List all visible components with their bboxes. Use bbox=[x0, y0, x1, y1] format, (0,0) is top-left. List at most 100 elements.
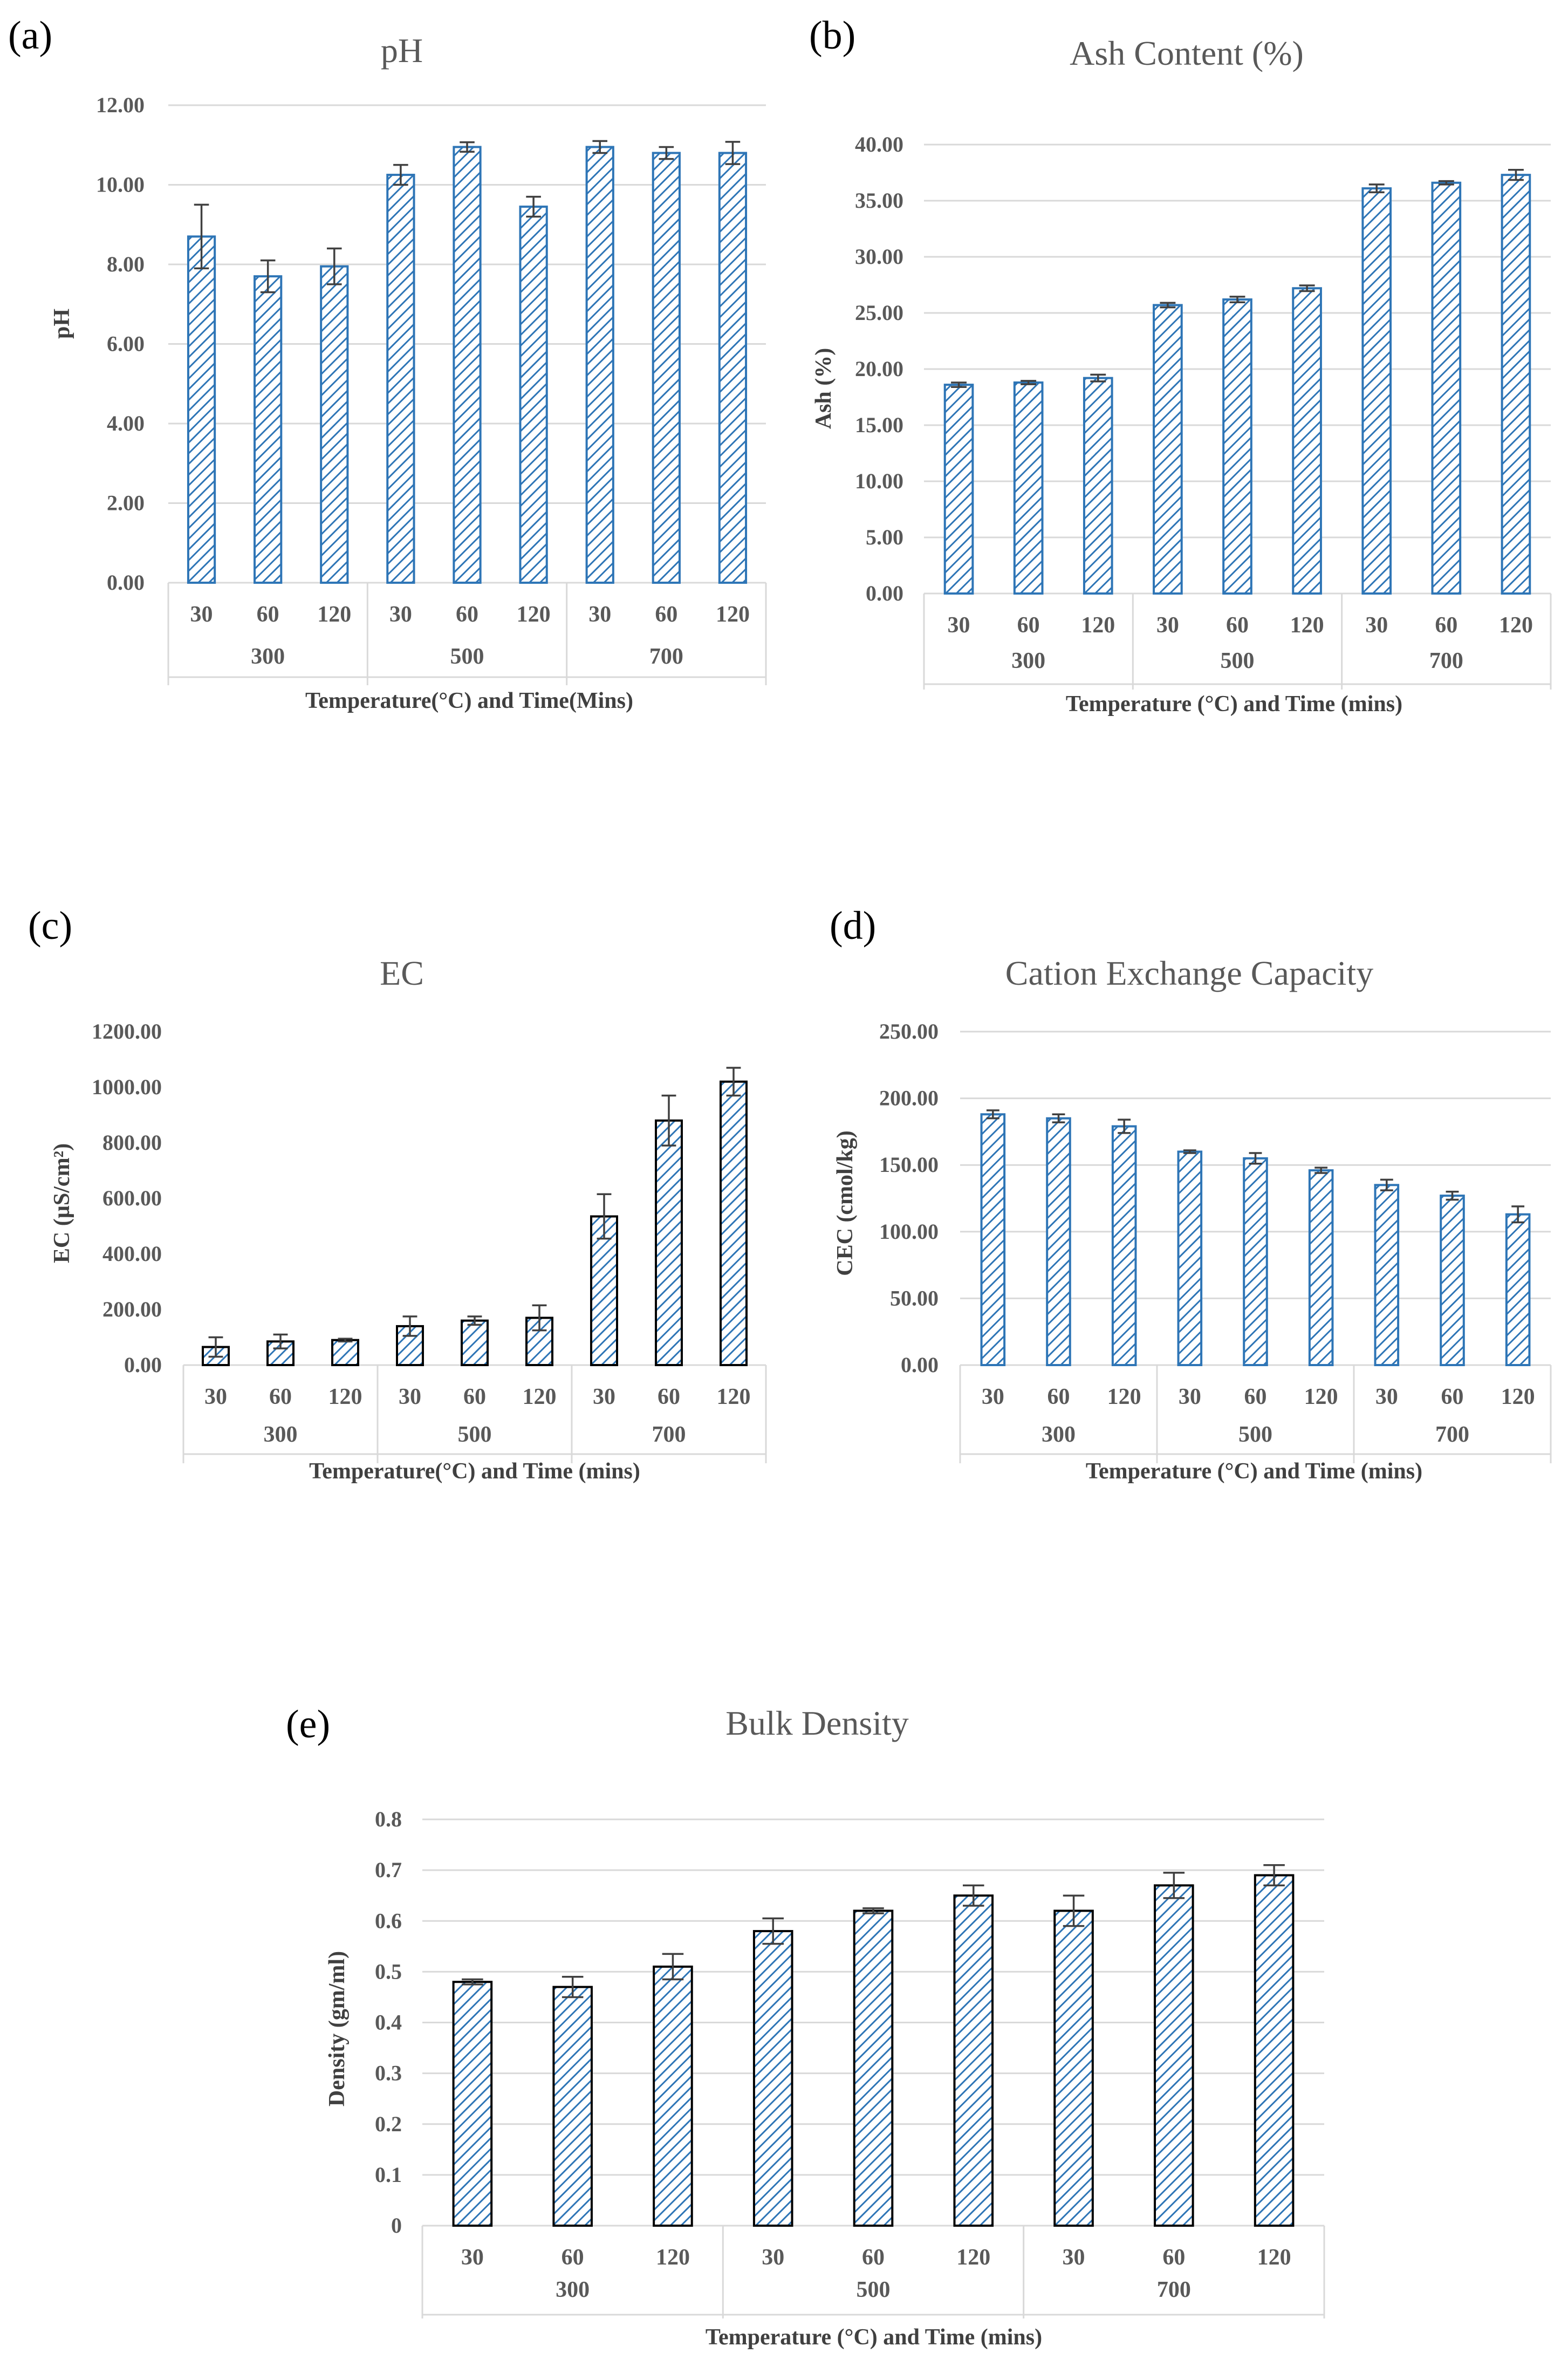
x-axis-label-b: Temperature (°C) and Time (mins) bbox=[1066, 692, 1402, 717]
x-category-label: 30 bbox=[1179, 1384, 1201, 1409]
x-axis-label-d: Temperature (°C) and Time (mins) bbox=[1086, 1459, 1422, 1484]
y-tick-label: 5.00 bbox=[866, 525, 903, 549]
bar bbox=[1292, 287, 1322, 595]
y-tick-label: 15.00 bbox=[855, 413, 903, 437]
x-category-label: 60 bbox=[862, 2245, 885, 2270]
y-tick-label: 0.8 bbox=[375, 1807, 402, 1831]
y-tick-labels-d: 0.00 50.00 100.00 150.00 200.00 250.00 bbox=[879, 1019, 939, 1377]
bar bbox=[320, 265, 349, 584]
x-category-label: 60 bbox=[1162, 2245, 1185, 2270]
chart-panel-b: (b) Ash Content (%) 0.00 5.00 10.00 15.00 20… bbox=[809, 13, 1552, 717]
x-category-label: 120 bbox=[1501, 1384, 1535, 1409]
bars-b bbox=[943, 169, 1531, 595]
x-category-label: 120 bbox=[717, 1384, 751, 1409]
bar bbox=[718, 152, 748, 584]
chart-title-e: Bulk Density bbox=[725, 1704, 909, 1742]
y-tick-label: 600.00 bbox=[102, 1186, 162, 1210]
x-category-label: 120 bbox=[317, 602, 351, 627]
y-tick-label: 2.00 bbox=[107, 491, 145, 515]
x-group-label: 500 bbox=[1238, 1422, 1272, 1447]
bar bbox=[1501, 174, 1531, 595]
bar bbox=[1431, 181, 1462, 595]
bar bbox=[1505, 1213, 1531, 1367]
y-tick-label: 4.00 bbox=[107, 411, 145, 435]
x-category-label: 30 bbox=[1365, 613, 1388, 638]
bar bbox=[1083, 377, 1113, 595]
x-category-label: 120 bbox=[1107, 1384, 1141, 1409]
bar bbox=[519, 206, 548, 584]
x-category-label: 30 bbox=[948, 613, 970, 638]
x-category-label: 60 bbox=[655, 602, 677, 627]
x-category-label: 60 bbox=[562, 2245, 584, 2270]
x-category-label: 30 bbox=[982, 1384, 1004, 1409]
bar bbox=[1374, 1184, 1400, 1367]
bar bbox=[1013, 381, 1044, 595]
x-group-label: 500 bbox=[458, 1422, 492, 1447]
y-tick-label: 0.00 bbox=[866, 581, 903, 605]
x-group-label: 700 bbox=[1157, 2277, 1191, 2302]
y-tick-label: 50.00 bbox=[890, 1286, 939, 1310]
y-tick-label: 0.00 bbox=[107, 570, 145, 595]
bar bbox=[453, 146, 482, 584]
bar bbox=[943, 384, 974, 595]
bar bbox=[1361, 187, 1392, 595]
x-category-label: 60 bbox=[1047, 1384, 1070, 1409]
x-group-label: 700 bbox=[652, 1422, 686, 1447]
x-category-label: 120 bbox=[656, 2245, 690, 2270]
bar bbox=[452, 1981, 493, 2227]
y-axis-label-c: EC (µS/cm²) bbox=[50, 1143, 74, 1263]
x-group-label: 500 bbox=[1221, 649, 1255, 673]
y-tick-label: 6.00 bbox=[107, 332, 145, 356]
y-tick-label: 0.4 bbox=[375, 2010, 402, 2035]
y-axis-label-d: CEC (cmol/kg) bbox=[833, 1130, 858, 1276]
y-tick-label: 150.00 bbox=[879, 1152, 939, 1177]
x-category-label: 120 bbox=[517, 602, 551, 627]
y-tick-label: 12.00 bbox=[96, 93, 145, 117]
x-category-label: 120 bbox=[1257, 2245, 1291, 2270]
x-category-label: 30 bbox=[204, 1384, 227, 1409]
bar bbox=[655, 1119, 683, 1367]
panel-label-e: (e) bbox=[286, 1702, 330, 1747]
bar bbox=[1222, 298, 1252, 595]
bars-a bbox=[187, 140, 748, 584]
y-tick-label: 0.00 bbox=[901, 1353, 939, 1377]
y-tick-label: 1200.00 bbox=[92, 1019, 162, 1043]
y-tick-label: 35.00 bbox=[855, 188, 903, 213]
x-category-label: 120 bbox=[523, 1384, 557, 1409]
bar bbox=[720, 1080, 748, 1366]
bar bbox=[1154, 1884, 1194, 2227]
x-axis-label-e: Temperature (°C) and Time (mins) bbox=[706, 2325, 1042, 2350]
x-category-label: 60 bbox=[658, 1384, 680, 1409]
bar bbox=[590, 1215, 618, 1367]
x-category-label: 60 bbox=[1226, 613, 1249, 638]
x-category-label: 120 bbox=[1304, 1384, 1338, 1409]
x-category-label: 120 bbox=[956, 2245, 990, 2270]
bar bbox=[585, 146, 614, 584]
bar bbox=[1243, 1157, 1268, 1367]
x-category-label: 30 bbox=[1156, 613, 1179, 638]
bars-e bbox=[452, 1864, 1295, 2227]
panel-label-c: (c) bbox=[28, 904, 72, 948]
x-group-label: 300 bbox=[556, 2277, 590, 2302]
bar bbox=[653, 1965, 693, 2227]
x-group-label: 500 bbox=[450, 644, 484, 669]
x-category-label: 30 bbox=[389, 602, 412, 627]
y-tick-label: 200.00 bbox=[879, 1086, 939, 1110]
chart-panel-d: (d) Cation Exchange Capacity 0.00 50.00 10… bbox=[830, 904, 1552, 1484]
x-category-labels-b: 30 60 120 30 60 120 30 60 120 300 500 700 bbox=[948, 613, 1533, 673]
y-tick-label: 0.3 bbox=[375, 2061, 402, 2085]
bar bbox=[1177, 1150, 1203, 1366]
x-category-label: 120 bbox=[716, 602, 750, 627]
y-tick-label: 0.00 bbox=[124, 1353, 162, 1377]
bar bbox=[953, 1894, 994, 2227]
y-tick-label: 20.00 bbox=[855, 357, 903, 381]
y-tick-label: 0.5 bbox=[375, 1959, 402, 1983]
x-group-label: 700 bbox=[1429, 649, 1463, 673]
x-axis-label-a: Temperature(°C) and Time(Mins) bbox=[305, 688, 633, 713]
y-tick-labels-e: 0 0.1 0.2 0.3 0.4 0.5 0.6 0.7 0.8 bbox=[375, 1807, 402, 2238]
y-tick-labels-b: 0.00 5.00 10.00 15.00 20.00 25.00 30.00 35.00 40… bbox=[855, 132, 903, 605]
x-category-label: 30 bbox=[588, 602, 611, 627]
y-tick-label: 200.00 bbox=[102, 1297, 162, 1321]
y-tick-label: 10.00 bbox=[855, 469, 903, 493]
panel-label-a: (a) bbox=[8, 13, 52, 58]
